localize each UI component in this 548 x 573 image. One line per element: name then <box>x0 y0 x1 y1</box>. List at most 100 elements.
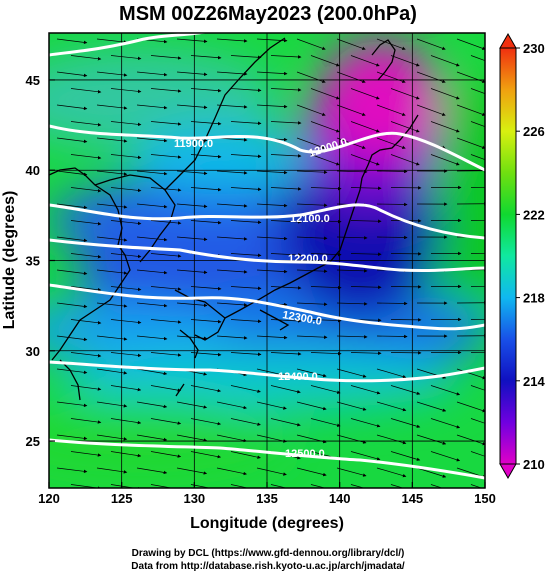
x-tick-label: 145 <box>401 491 423 506</box>
wind-arrow <box>430 385 461 396</box>
wind-arrow <box>376 137 406 149</box>
wind-arrow <box>256 269 288 274</box>
wind-arrow <box>270 319 302 323</box>
contour-label-12500: 12500.0 <box>285 448 325 460</box>
y-tick-label: 25 <box>26 434 40 449</box>
wind-arrow <box>136 401 168 409</box>
wind-arrow <box>176 434 208 442</box>
wind-arrow <box>336 302 368 306</box>
colorbar-tick-label: 214 <box>523 374 545 389</box>
wind-arrow <box>470 154 485 160</box>
wind-arrow <box>230 319 262 324</box>
wind-arrow <box>150 286 182 291</box>
wind-arrow <box>70 286 102 292</box>
wind-arrow <box>136 236 168 242</box>
wind-arrow <box>136 170 168 176</box>
wind-arrow <box>270 187 302 191</box>
wind-arrow <box>150 253 182 258</box>
x-tick-label: 150 <box>474 491 496 506</box>
wind-arrow <box>350 484 365 488</box>
wind-arrow <box>296 236 328 240</box>
wind-arrow <box>456 368 485 380</box>
wind-arrow <box>136 368 168 376</box>
wind-arrow <box>136 335 168 341</box>
wind-arrow <box>390 55 420 67</box>
wind-arrow <box>56 434 88 441</box>
wind-arrow <box>430 418 461 429</box>
x-tick-label: 125 <box>111 491 133 506</box>
wind-arrow <box>470 88 485 94</box>
wind-arrow <box>230 451 261 459</box>
wind-arrow <box>336 401 367 411</box>
wind-arrow <box>190 220 222 225</box>
wind-arrow <box>56 368 88 375</box>
wind-arrow <box>230 154 262 159</box>
wind-arrow <box>296 137 326 149</box>
wind-arrow <box>256 170 288 175</box>
wind-arrow <box>136 104 168 110</box>
latitude-ticks: 25 30 35 40 45 <box>26 73 55 449</box>
wind-arrow <box>176 71 208 77</box>
wind-arrow <box>350 88 380 100</box>
wind-arrow <box>270 220 302 224</box>
wind-arrow <box>230 121 262 126</box>
wind-arrow <box>296 467 327 477</box>
wind-arrow <box>350 285 382 289</box>
wind-arrow <box>376 467 407 478</box>
wind-arrow <box>176 302 208 308</box>
wind-arrow <box>110 253 142 259</box>
wind-arrow <box>416 38 446 50</box>
wind-arrow <box>110 88 142 94</box>
wind-arrow <box>150 484 182 488</box>
wind-arrow <box>296 71 326 83</box>
wind-arrow <box>310 121 340 133</box>
wind-arrow <box>310 484 327 488</box>
wind-arrow <box>56 269 88 276</box>
wind-arrow <box>390 154 420 166</box>
colorbar-tick-label: 222 <box>523 207 545 222</box>
wind-arrow <box>136 203 168 209</box>
wind-arrow <box>296 104 326 116</box>
y-axis-label: Latitude (degrees) <box>1 191 18 330</box>
wind-arrow <box>456 71 485 83</box>
wind-arrow <box>230 220 262 225</box>
wind-arrow <box>416 104 446 116</box>
wind-arrow <box>350 186 382 190</box>
contour-label-12100: 12100.0 <box>290 213 330 225</box>
wind-arrow <box>216 467 247 476</box>
wind-arrow <box>376 235 408 240</box>
wind-arrow <box>390 484 404 488</box>
height-contours <box>49 33 485 480</box>
wind-arrow <box>136 302 168 308</box>
wind-arrow <box>56 38 88 45</box>
x-tick-label: 135 <box>256 491 278 506</box>
wind-arrow <box>456 401 485 413</box>
y-tick-label: 45 <box>26 73 40 88</box>
wind-arrow <box>110 418 142 425</box>
wind-arrow <box>56 137 88 144</box>
colorbar-tick-label: 218 <box>523 291 545 306</box>
wind-arrow <box>216 104 248 109</box>
wind-arrow <box>56 335 88 342</box>
wind-arrow <box>230 88 262 93</box>
wind-arrow <box>70 418 102 424</box>
wind-arrow <box>256 335 288 340</box>
wind-arrow <box>216 335 248 340</box>
wind-arrow <box>190 55 222 60</box>
wind-arrow <box>110 154 142 160</box>
wind-arrow <box>350 252 382 256</box>
wind-arrow <box>136 269 168 275</box>
credit-drawing: Drawing by DCL (https://www.gfd-dennou.o… <box>132 548 405 559</box>
wind-arrow <box>390 88 420 100</box>
wind-arrow <box>56 71 88 78</box>
wind-arrow <box>270 121 302 125</box>
wind-arrow <box>336 170 368 174</box>
colorbar-max-arrow <box>499 32 517 49</box>
wind-arrow <box>296 203 328 207</box>
wind-arrow <box>150 319 182 324</box>
wind-arrow <box>270 385 301 394</box>
wind-arrow <box>176 236 208 242</box>
wind-arrow <box>470 484 483 488</box>
wind-arrow <box>430 121 460 133</box>
